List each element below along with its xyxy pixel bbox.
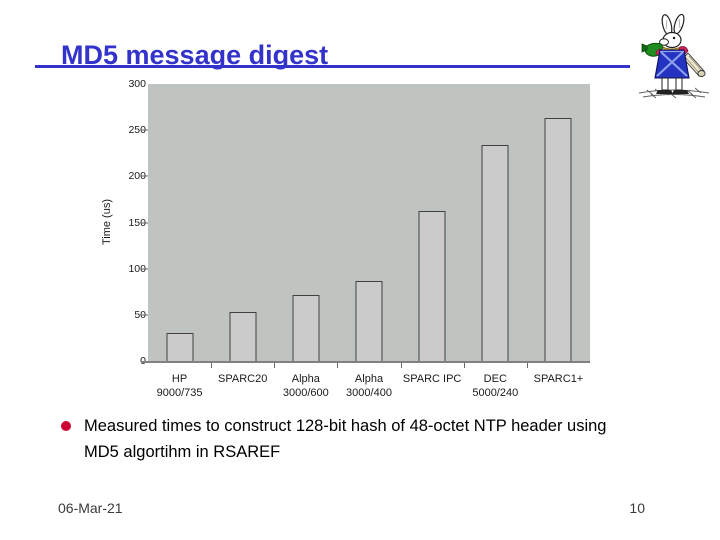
footer-date: 06-Mar-21: [58, 500, 123, 516]
x-tick-mark: [526, 363, 528, 368]
y-tick-label: 200: [128, 170, 146, 183]
y-tick-mark: [141, 175, 148, 177]
bar-0: [166, 333, 194, 361]
x-category-label: Alpha 3000/600: [282, 373, 329, 399]
bullet-line-1: Measured times to construct 128-bit hash…: [84, 417, 607, 435]
bar-6: [544, 118, 572, 361]
y-tick-label: 150: [128, 216, 146, 229]
y-tick-mark: [141, 314, 148, 316]
x-category-label: Alpha 3000/400: [346, 373, 392, 399]
x-tick-mark: [211, 363, 213, 368]
x-category-label: SPARC1+: [533, 373, 584, 385]
bar-chart: Time (us) 050100150200250300 HP 9000/735…: [0, 76, 720, 406]
plot-area: [141, 84, 590, 368]
title-underline: [35, 65, 630, 68]
x-category-label: SPARC IPC: [402, 373, 462, 385]
x-tick-mark: [274, 363, 276, 368]
y-tick-label: 50: [134, 309, 146, 321]
x-category-label: HP 9000/735: [156, 373, 203, 399]
x-axis-labels: HP 9000/735 SPARC20 Alpha 3000/600 Alpha 30…: [148, 372, 590, 406]
y-axis-labels: 050100150200250300: [0, 78, 146, 367]
y-tick-mark: [141, 129, 148, 131]
x-category-label: DEC 5000/240: [472, 373, 519, 399]
y-tick-label: 100: [128, 262, 146, 275]
bar-1: [229, 312, 257, 361]
x-tick-mark: [400, 363, 402, 368]
bullet-line-2: MD5 algortihm in RSAREF: [84, 443, 281, 461]
page-title: MD5 message digest: [61, 40, 329, 70]
y-tick-label: 300: [128, 78, 146, 90]
bullet-text: Measured times to construct 128-bit hash…: [84, 413, 606, 465]
x-axis-line: [141, 361, 590, 363]
footer-page-number: 10: [629, 500, 645, 516]
bar-4: [418, 210, 446, 361]
bar-3: [355, 280, 383, 361]
x-category-label: SPARC20: [218, 373, 268, 385]
y-tick-mark: [141, 268, 148, 270]
bar-5: [481, 144, 509, 361]
y-tick-label: 250: [128, 124, 146, 137]
x-tick-mark: [463, 363, 465, 368]
bullet-icon: [61, 421, 71, 431]
y-tick-mark: [141, 222, 148, 223]
bar-2: [292, 294, 320, 361]
x-tick-mark: [337, 363, 339, 368]
white-rabbit-icon: [638, 14, 710, 99]
